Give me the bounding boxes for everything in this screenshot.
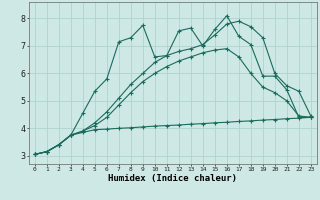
X-axis label: Humidex (Indice chaleur): Humidex (Indice chaleur) (108, 174, 237, 183)
